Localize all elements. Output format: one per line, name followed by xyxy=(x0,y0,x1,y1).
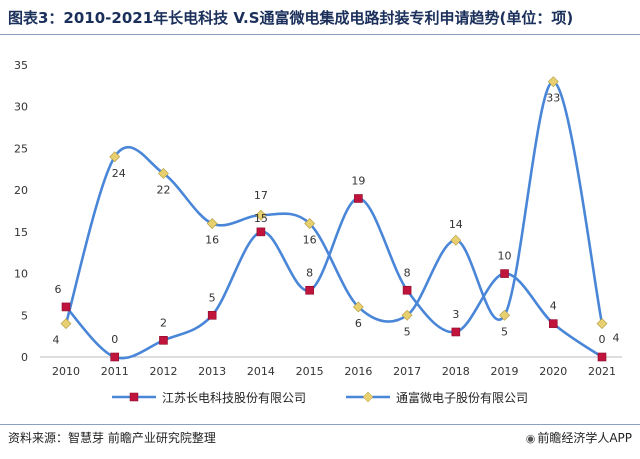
data-label-series-b-2021: 4 xyxy=(613,332,620,345)
legend-label-series-b: 通富微电子股份有限公司 xyxy=(396,390,529,405)
y-axis: 0 5 10 15 20 25 30 35 xyxy=(14,59,28,364)
point-series-a-2020 xyxy=(548,319,558,328)
data-label-series-b-2010: 4 xyxy=(53,334,60,347)
data-label-series-a-2012: 2 xyxy=(160,316,167,329)
eye-icon: ◉ xyxy=(525,432,536,445)
x-tick-label-2019: 2019 xyxy=(491,365,519,378)
x-tick-label-2013: 2013 xyxy=(198,365,226,378)
data-label-series-a-2017: 8 xyxy=(404,266,411,279)
point-series-a-2016 xyxy=(354,194,363,203)
data-label-series-b-2016: 6 xyxy=(355,317,362,330)
point-series-b-2010 xyxy=(60,318,72,330)
bottom-divider xyxy=(0,424,640,425)
point-series-a-2021 xyxy=(597,352,607,362)
y-tick-label-20: 20 xyxy=(14,184,28,197)
data-label-series-a-2013: 5 xyxy=(209,291,216,304)
point-series-a-2019 xyxy=(500,269,509,278)
data-label-series-b-2011: 24 xyxy=(112,167,126,180)
y-tick-label-25: 25 xyxy=(14,142,28,155)
point-series-b-2018 xyxy=(450,234,462,246)
data-label-series-a-2010: 6 xyxy=(55,283,62,296)
data-label-series-b-2014: 17 xyxy=(254,189,268,202)
brand-credit: ◉ 前瞻经济学人APP xyxy=(526,429,632,448)
point-series-b-2013 xyxy=(206,218,218,229)
legend: 江苏长电科技股份有限公司 通富微电子股份有限公司 xyxy=(0,386,640,408)
x-tick-label-2016: 2016 xyxy=(344,365,372,378)
x-axis: 2010 2011 2012 2013 2014 2015 2016 2017 2018 2019… xyxy=(40,356,622,378)
legend-item-series-b: 通富微电子股份有限公司 xyxy=(346,389,528,406)
x-tick-label-2017: 2017 xyxy=(393,365,421,378)
point-series-b-2012 xyxy=(158,168,169,179)
point-series-a-2014 xyxy=(256,227,266,237)
data-label-series-a-2020: 4 xyxy=(550,300,557,313)
x-tick-label-2018: 2018 xyxy=(442,365,470,378)
data-label-series-b-2012: 22 xyxy=(156,183,170,196)
data-label-series-b-2018: 14 xyxy=(449,218,463,231)
legend-label-series-a: 江苏长电科技股份有限公司 xyxy=(161,390,306,405)
data-label-series-b-2019: 5 xyxy=(501,325,508,338)
x-tick-label-2014: 2014 xyxy=(247,365,275,378)
y-tick-label-10: 10 xyxy=(14,268,28,281)
point-series-a-2018 xyxy=(451,327,461,337)
point-series-a-2017 xyxy=(402,285,412,295)
x-tick-label-2011: 2011 xyxy=(101,365,129,378)
series-line-1 xyxy=(64,80,604,324)
top-divider xyxy=(0,34,640,35)
y-tick-label-5: 5 xyxy=(21,309,28,322)
y-tick-label-15: 15 xyxy=(14,226,28,239)
point-series-b-2011 xyxy=(109,151,121,163)
y-tick-label-35: 35 xyxy=(14,59,28,72)
point-series-b-2019 xyxy=(499,309,510,321)
point-series-b-2015 xyxy=(304,218,316,229)
point-series-a-2011 xyxy=(110,352,120,362)
data-label-series-a-2019: 10 xyxy=(498,250,512,263)
data-label-series-a-2021: 0 xyxy=(599,333,606,346)
data-label-series-a-2016: 19 xyxy=(351,174,365,187)
point-series-a-2010 xyxy=(61,302,71,312)
source-note: 资料来源：智慧芽 前瞻产业研究院整理 xyxy=(8,431,216,445)
point-series-b-2020 xyxy=(547,76,559,88)
data-label-series-a-2018: 3 xyxy=(452,308,459,321)
data-label-series-a-2011: 0 xyxy=(111,333,118,346)
data-label-series-a-2015: 8 xyxy=(306,266,313,279)
point-series-b-2016 xyxy=(352,301,364,313)
point-series-b-2014 xyxy=(255,209,267,221)
x-tick-label-2015: 2015 xyxy=(296,365,324,378)
data-label-series-a-2014: 15 xyxy=(254,212,268,225)
brand-label: 前瞻经济学人APP xyxy=(537,431,632,445)
chart-title: 图表3：2010-2021年长电科技 V.S通富微电集成电路封装专利申请趋势(单… xyxy=(8,9,574,27)
y-tick-label-30: 30 xyxy=(14,101,28,114)
point-series-a-2013 xyxy=(207,310,217,320)
x-tick-label-2012: 2012 xyxy=(149,365,177,378)
y-tick-label-0: 0 xyxy=(21,351,28,364)
data-label-series-b-2017: 5 xyxy=(404,325,411,338)
point-series-a-2015 xyxy=(305,285,314,295)
data-label-series-b-2020: 33 xyxy=(546,92,560,105)
data-label-series-b-2013: 16 xyxy=(205,234,219,247)
legend-marker-series-a xyxy=(111,392,156,402)
x-tick-label-2020: 2020 xyxy=(539,365,567,378)
point-series-a-2012 xyxy=(159,336,168,345)
legend-marker-series-b xyxy=(346,391,390,403)
point-series-b-2021 xyxy=(596,318,608,330)
series-line-0 xyxy=(65,197,603,360)
legend-item-series-a: 江苏长电科技股份有限公司 xyxy=(111,389,306,406)
x-tick-label-2010: 2010 xyxy=(52,365,80,378)
point-series-b-2017 xyxy=(401,309,413,321)
data-label-series-b-2015: 16 xyxy=(303,234,317,247)
x-tick-label-2021: 2021 xyxy=(588,365,616,378)
